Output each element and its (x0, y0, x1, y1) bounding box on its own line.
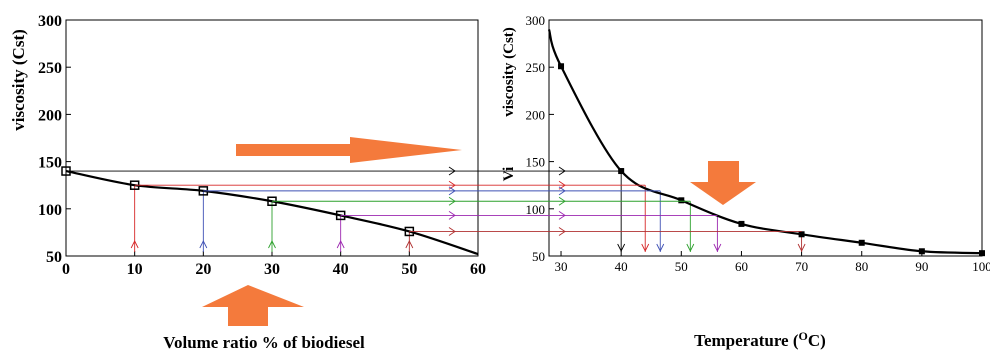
right-series-curve (547, 29, 983, 255)
down-pointing-arrow (690, 161, 756, 205)
left-x-tick-label: 50 (401, 261, 417, 278)
left-y-tick-label: 250 (38, 60, 62, 77)
vertical-connector-arrowhead (405, 239, 414, 249)
vertical-connector-arrowhead (199, 239, 208, 249)
horizontal-connector-arrowhead (558, 166, 566, 176)
right-x-label-sup: O (799, 329, 808, 343)
bridge-connectors (66, 166, 802, 236)
left-y-tick-label: 100 (38, 202, 62, 219)
left-y-ticks: 50 100 150 200 250 300 (38, 13, 71, 266)
left-x-tick-label: 0 (62, 261, 70, 278)
left-x-tick-label: 60 (470, 261, 486, 278)
right-x-label-head: Temperature ( (694, 331, 799, 350)
left-chart: 50 100 150 200 250 300 0 10 20 30 40 50 60 viscosit… (9, 13, 486, 352)
horizontal-connector-arrowhead (448, 186, 456, 196)
right-data-points (558, 63, 985, 257)
left-y-tick-label: 300 (38, 13, 62, 30)
right-pointing-arrow (236, 137, 462, 163)
right-data-point (558, 63, 565, 70)
horizontal-connector-arrowhead (558, 211, 566, 220)
vertical-connector-arrowhead (130, 239, 139, 249)
vertical-connector-arrowhead (336, 239, 345, 249)
left-x-tick-label: 30 (264, 261, 280, 278)
right-connectors (617, 171, 806, 253)
right-y-axis-label: viscosity (Cst) (501, 27, 517, 117)
right-x-label-tail: C) (808, 331, 826, 350)
right-chart: 50 100 150 200 250 300 30 40 50 60 70 80 90 100 visc… (501, 13, 990, 350)
right-x-tick-label: 60 (735, 259, 748, 274)
right-plot-frame (548, 19, 983, 257)
right-y-tick-label: 150 (526, 155, 546, 170)
right-x-tick-label: 50 (675, 259, 688, 274)
right-x-axis-label: Temperature (OC) (694, 329, 826, 350)
right-x-tick-label: 70 (795, 259, 808, 274)
left-x-tick-label: 10 (127, 261, 143, 278)
horizontal-connector-arrowhead (558, 186, 566, 196)
left-x-ticks: 0 10 20 30 40 50 60 (62, 251, 486, 278)
right-y-axis-label-overlap: Vi (501, 167, 517, 181)
right-data-point (798, 231, 805, 238)
drop-connector-arrowhead (641, 243, 650, 253)
left-x-axis-label: Volume ratio % of biodiesel (163, 333, 365, 352)
vertical-connector-arrowhead (268, 239, 276, 249)
right-y-tick-label: 200 (526, 107, 546, 122)
right-x-tick-label: 100 (972, 259, 990, 274)
left-x-tick-label: 20 (195, 261, 211, 278)
right-y-tick-label: 100 (526, 202, 546, 217)
right-data-point (918, 248, 925, 255)
left-y-tick-label: 200 (38, 107, 62, 124)
right-x-tick-label: 40 (615, 259, 628, 274)
horizontal-connector-arrowhead (448, 227, 456, 236)
right-y-tick-label: 300 (526, 13, 546, 28)
drop-connector-arrowhead (686, 243, 695, 253)
right-x-tick-label: 90 (915, 259, 928, 274)
right-data-point (858, 239, 865, 246)
right-y-tick-label: 50 (532, 249, 545, 264)
horizontal-connector-arrowhead (448, 211, 456, 220)
up-pointing-arrow (202, 285, 304, 326)
right-y-tick-label: 250 (526, 60, 546, 75)
left-x-tick-label: 40 (333, 261, 349, 278)
left-y-tick-label: 150 (38, 155, 62, 172)
right-data-point (979, 250, 985, 257)
left-y-tick-label: 50 (46, 249, 62, 266)
left-y-axis-label: viscosity (Cst) (9, 29, 28, 131)
right-data-point (678, 197, 685, 204)
drop-connector-arrowhead (617, 243, 626, 253)
right-x-tick-label: 30 (555, 259, 568, 274)
drop-connector-arrowhead (656, 243, 665, 253)
horizontal-connector-arrowhead (448, 166, 456, 176)
drop-connector-arrowhead (713, 243, 722, 253)
right-x-tick-label: 80 (855, 259, 868, 274)
left-connectors (130, 185, 414, 252)
right-y-ticks: 50 100 150 200 250 300 (526, 13, 554, 264)
right-x-ticks: 30 40 50 60 70 80 90 100 (555, 251, 990, 274)
drop-connector-arrowhead (797, 243, 806, 253)
horizontal-connector-arrowhead (558, 227, 566, 236)
right-data-point (738, 220, 745, 227)
horizontal-connector-arrowhead (558, 196, 566, 206)
horizontal-connector-arrowhead (448, 196, 456, 206)
